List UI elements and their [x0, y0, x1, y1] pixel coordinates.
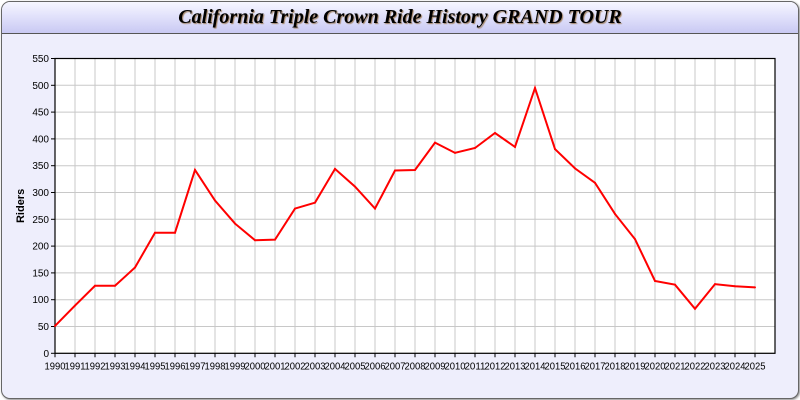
data-point: [194, 168, 196, 171]
x-tick-label: 2012: [485, 361, 506, 372]
data-point: [354, 185, 356, 188]
data-point: [114, 284, 116, 287]
x-tick-label: 2015: [545, 361, 566, 372]
data-point: [714, 283, 716, 286]
data-point: [54, 324, 56, 327]
y-tick-label: 300: [32, 188, 49, 199]
x-tick-label: 2018: [605, 361, 626, 372]
x-tick-label: 2003: [305, 361, 326, 372]
x-tick-label: 1998: [205, 361, 226, 372]
data-point: [294, 207, 296, 210]
x-tick-label: 2022: [685, 361, 706, 372]
x-tick-label: 1999: [225, 361, 246, 372]
x-tick-label: 2005: [345, 361, 366, 372]
y-tick-label: 550: [32, 54, 49, 65]
x-tick-label: 2020: [645, 361, 666, 372]
data-point: [594, 181, 596, 184]
y-tick-label: 450: [32, 108, 49, 119]
x-tick-label: 2025: [745, 361, 766, 372]
data-point: [574, 167, 576, 170]
data-point: [474, 147, 476, 150]
title-bar: California Triple Crown Ride History GRA…: [2, 2, 798, 34]
y-tick-label: 400: [32, 134, 49, 145]
x-tick-label: 2007: [385, 361, 406, 372]
x-tick-label: 2008: [405, 361, 426, 372]
x-tick-label: 2017: [585, 361, 606, 372]
data-point: [434, 141, 436, 144]
x-tick-label: 2006: [365, 361, 386, 372]
data-point: [394, 169, 396, 172]
x-tick-label: 1992: [85, 361, 106, 372]
x-tick-label: 1990: [45, 361, 66, 372]
data-point: [694, 307, 696, 310]
y-tick-label: 50: [38, 322, 50, 333]
x-tick-label: 1991: [65, 361, 86, 372]
x-tick-label: 2024: [725, 361, 746, 372]
data-point: [454, 151, 456, 154]
y-tick-label: 100: [32, 295, 49, 306]
data-point: [514, 145, 516, 148]
y-tick-label: 250: [32, 215, 49, 226]
data-point: [674, 283, 676, 286]
x-tick-label: 2000: [245, 361, 266, 372]
data-point: [334, 167, 336, 170]
x-tick-label: 2013: [505, 361, 526, 372]
data-point: [614, 212, 616, 215]
x-tick-label: 1996: [165, 361, 186, 372]
x-tick-label: 2019: [625, 361, 646, 372]
plot-border: [54, 57, 776, 354]
data-point: [534, 86, 536, 89]
y-tick-label: 200: [32, 242, 49, 253]
data-point: [754, 286, 756, 289]
y-tick-label: 500: [32, 81, 49, 92]
x-tick-label: 2010: [445, 361, 466, 372]
x-tick-label: 2004: [325, 361, 346, 372]
data-point: [134, 266, 136, 269]
x-tick-label: 2021: [665, 361, 686, 372]
data-point: [314, 201, 316, 204]
x-tick-label: 1994: [125, 361, 146, 372]
data-point: [234, 222, 236, 225]
data-point: [174, 231, 176, 234]
series-line: [54, 84, 756, 327]
data-point: [554, 148, 556, 151]
x-tick-label: 2001: [265, 361, 286, 372]
y-tick-label: 0: [43, 349, 49, 360]
x-tick-label: 2011: [465, 361, 486, 372]
data-point: [634, 238, 636, 241]
data-point: [274, 238, 276, 241]
y-axis-label: Riders: [15, 189, 27, 223]
x-tick-label: 2009: [425, 361, 446, 372]
x-tick-label: 2023: [705, 361, 726, 372]
x-tick-label: 2002: [285, 361, 306, 372]
data-point: [74, 304, 76, 307]
y-tick-label: 350: [32, 161, 49, 172]
x-tick-label: 1993: [105, 361, 126, 372]
data-point: [154, 231, 156, 234]
data-point: [494, 132, 496, 135]
chart-title: California Triple Crown Ride History GRA…: [178, 6, 622, 28]
data-point: [654, 279, 656, 282]
data-point: [254, 239, 256, 242]
data-point: [94, 284, 96, 287]
data-point: [414, 168, 416, 171]
data-point: [374, 207, 376, 210]
x-tick-label: 2016: [565, 361, 586, 372]
x-tick-label: 2014: [525, 361, 546, 372]
y-tick-label: 150: [32, 268, 49, 279]
data-point: [734, 285, 736, 288]
x-tick-label: 1997: [185, 361, 206, 372]
data-point: [214, 199, 216, 202]
x-tick-label: 1995: [145, 361, 166, 372]
